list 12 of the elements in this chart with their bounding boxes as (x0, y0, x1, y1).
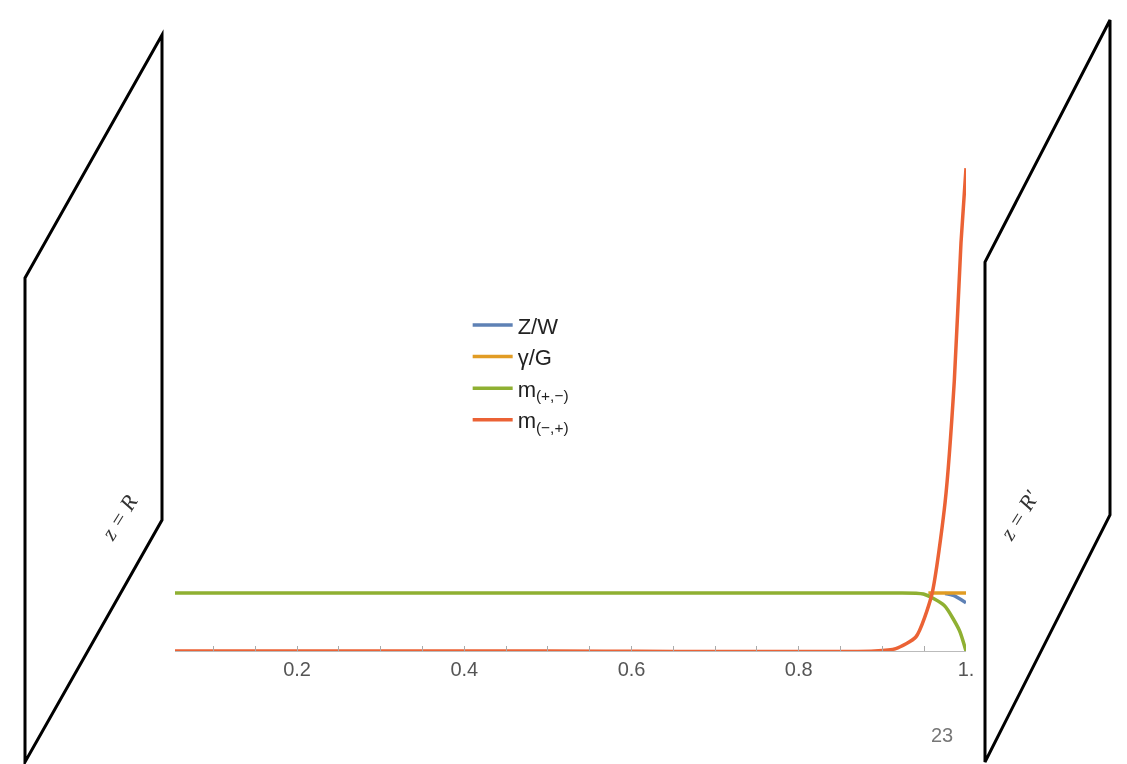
text: z = R′ (994, 485, 1045, 545)
x-tick-label: 1. (957, 658, 975, 680)
x-tick-label: 0.2 (283, 658, 311, 680)
legend-label: m$_{(−,+)}$ (517, 408, 569, 436)
x-tick-label: 0.8 (784, 658, 813, 680)
x-tick-label: 0.4 (450, 658, 479, 680)
text: z = R (95, 489, 143, 545)
legend-label: γ/G (517, 345, 552, 371)
legend-label: m$_{(+,−)}$ (517, 376, 569, 405)
x-tick-label: 0.6 (617, 658, 646, 680)
legend-label: Z/W (517, 313, 559, 339)
text: 23 (931, 724, 954, 746)
